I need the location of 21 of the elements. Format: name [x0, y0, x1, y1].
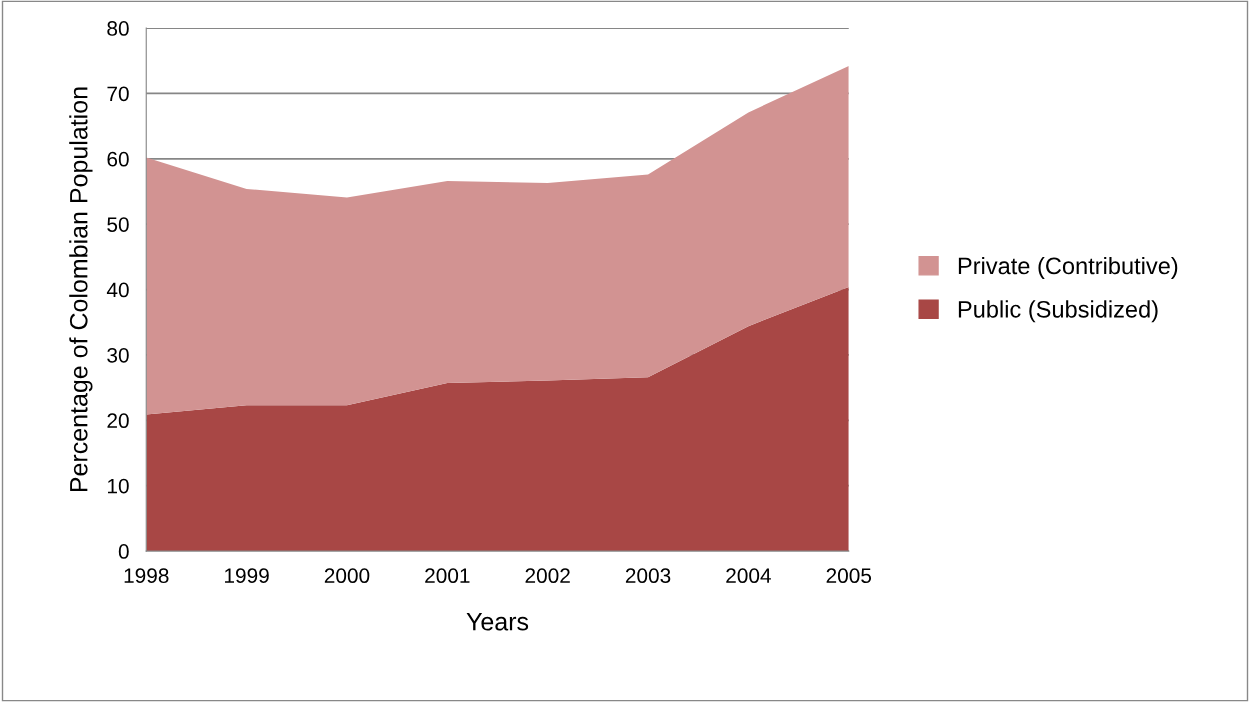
x-tick-label: 1999	[225, 568, 269, 584]
y-tick-label: 20	[107, 413, 129, 429]
x-tick-label: 2004	[726, 568, 771, 584]
x-tick-label: 2002	[525, 568, 570, 584]
x-tick-label: 1998	[124, 568, 169, 584]
legend-label: Private (Contributive)	[958, 256, 1178, 279]
y-tick-label: 10	[108, 478, 129, 494]
y-tick-label: 0	[118, 544, 129, 559]
y-tick-label: 40	[106, 282, 129, 298]
y-tick-label: 70	[107, 86, 129, 102]
x-axis-title: Years	[466, 613, 529, 631]
y-tick-label: 30	[107, 347, 129, 363]
x-tick-label: 2001	[425, 568, 470, 584]
y-tick-label: 60	[107, 151, 129, 167]
x-tick-label: 2003	[625, 568, 671, 584]
legend-label: Public (Subsidized)	[958, 300, 1158, 323]
x-tick-label: 2000	[324, 568, 370, 584]
x-tick-label: 2005	[826, 568, 872, 584]
y-tick-label: 80	[107, 21, 129, 36]
y-axis-title: Percentage of Colombian Population	[69, 87, 93, 492]
y-tick-label: 50	[107, 217, 129, 232]
